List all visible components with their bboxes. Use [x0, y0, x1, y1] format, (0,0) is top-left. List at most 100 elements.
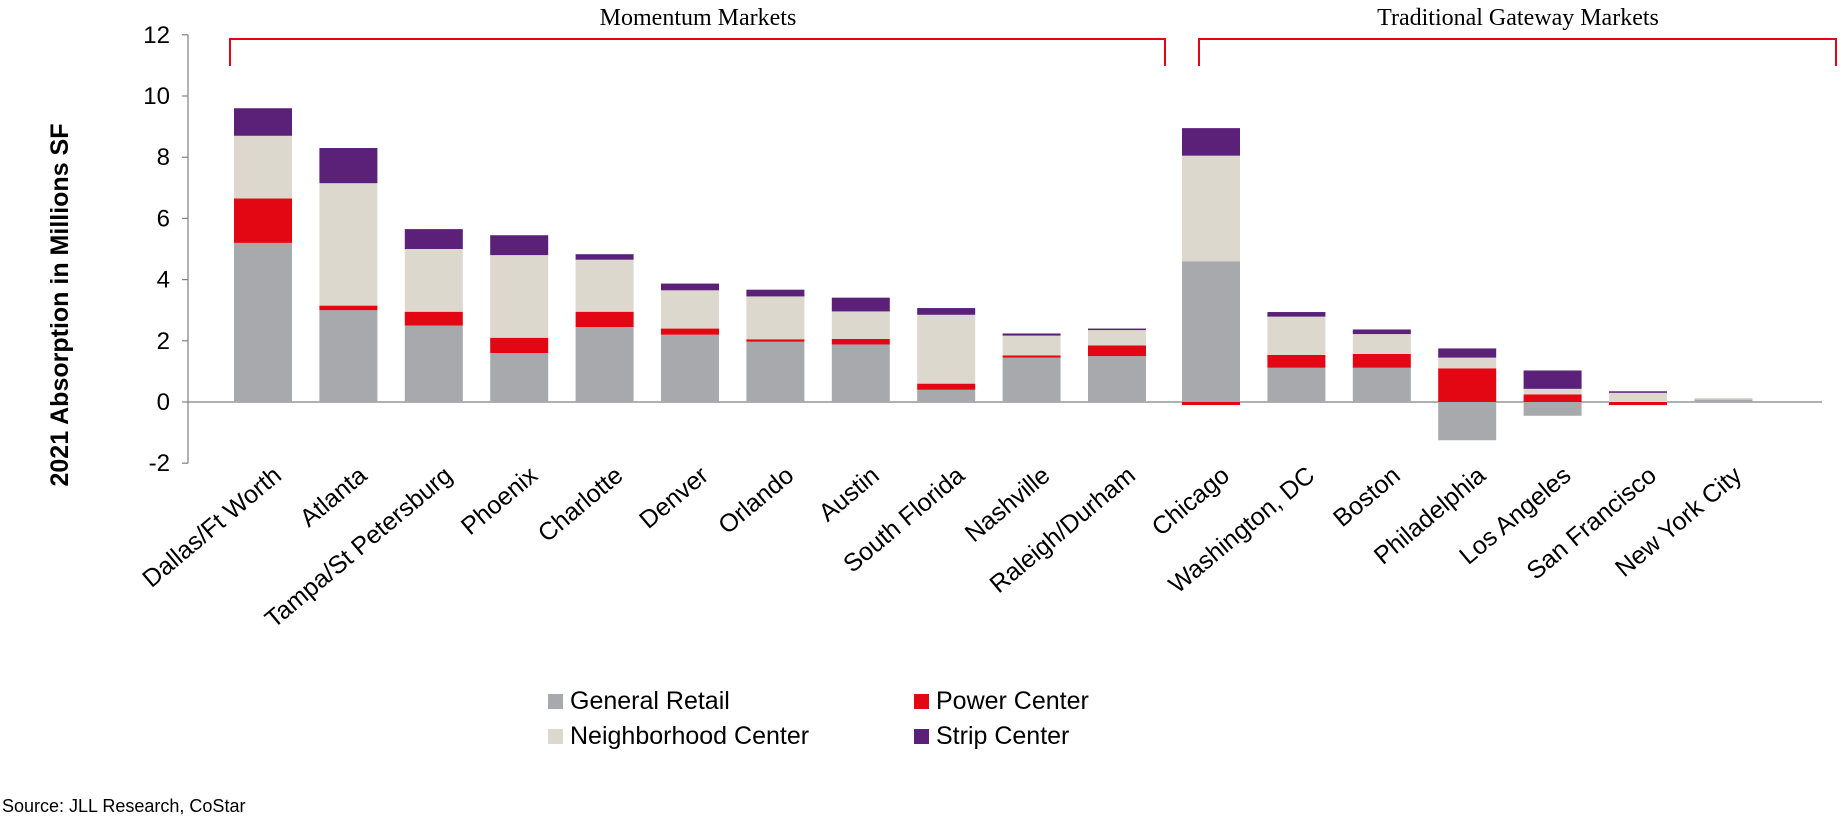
legend-label-general-retail: General Retail: [570, 687, 730, 715]
bar-washington-dc-strip-center: [1267, 312, 1326, 317]
bar-charlotte-strip-center: [575, 254, 634, 260]
bar-atlanta-neighborhood-center: [319, 183, 378, 306]
bar-san-francisco-neighborhood-center: [1609, 392, 1667, 402]
bar-los-angeles-neighborhood-center: [1523, 388, 1582, 395]
category-label-dallas-ft-worth: Dallas/Ft Worth: [137, 461, 287, 593]
category-label-raleigh-durham: Raleigh/Durham: [984, 461, 1140, 599]
bar-atlanta-general-retail: [319, 310, 378, 402]
bar-chicago-general-retail: [1182, 261, 1240, 402]
bar-boston-general-retail: [1352, 367, 1411, 402]
bar-chicago-strip-center: [1182, 128, 1240, 156]
legend-label-neighborhood-center: Neighborhood Center: [570, 722, 809, 750]
bar-charlotte-power-center: [575, 311, 634, 328]
bar-philadelphia-strip-center: [1438, 348, 1497, 358]
bar-boston-strip-center: [1352, 329, 1411, 335]
category-label-charlotte: Charlotte: [533, 461, 629, 548]
bar-new-york-city-neighborhood-center: [1694, 398, 1753, 400]
bar-charlotte-general-retail: [575, 327, 634, 402]
bar-los-angeles-strip-center: [1523, 370, 1582, 389]
bar-san-francisco-power-center: [1609, 402, 1667, 406]
category-label-boston: Boston: [1328, 461, 1406, 532]
legend-swatch-strip-center: [914, 729, 929, 744]
bar-denver-neighborhood-center: [661, 290, 719, 329]
bar-raleigh-durham-power-center: [1088, 345, 1146, 357]
bar-south-florida-strip-center: [917, 308, 976, 315]
legend-label-power-center: Power Center: [936, 687, 1089, 715]
bar-denver-power-center: [661, 328, 719, 335]
bar-washington-dc-general-retail: [1267, 367, 1326, 402]
bar-orlando-neighborhood-center: [746, 296, 805, 340]
y-tick-label: 6: [157, 205, 170, 232]
bar-raleigh-durham-strip-center: [1088, 328, 1146, 331]
bar-phoenix-neighborhood-center: [490, 255, 549, 338]
bar-chicago-power-center: [1182, 402, 1240, 406]
category-label-orlando: Orlando: [713, 461, 799, 540]
category-label-denver: Denver: [634, 461, 714, 534]
bar-los-angeles-power-center: [1523, 394, 1582, 402]
bar-phoenix-general-retail: [490, 353, 549, 402]
category-label-washington-dc: Washington, DC: [1164, 461, 1321, 599]
bar-south-florida-general-retail: [917, 389, 976, 402]
legend-label-strip-center: Strip Center: [936, 722, 1069, 750]
category-label-austin: Austin: [813, 461, 884, 527]
bar-austin-power-center: [831, 338, 890, 345]
bar-south-florida-power-center: [917, 383, 976, 390]
bar-boston-power-center: [1352, 353, 1411, 368]
bar-orlando-general-retail: [746, 341, 805, 402]
bar-phoenix-strip-center: [490, 235, 549, 256]
y-tick-label: 4: [157, 267, 170, 294]
bar-philadelphia-neighborhood-center: [1438, 357, 1497, 369]
bar-nashville-general-retail: [1002, 357, 1061, 402]
bar-raleigh-durham-general-retail: [1088, 356, 1146, 402]
bar-new-york-city-general-retail: [1694, 399, 1753, 402]
bar-dallas-ft-worth-general-retail: [234, 242, 292, 402]
bar-atlanta-strip-center: [319, 148, 378, 184]
bar-austin-strip-center: [831, 297, 890, 312]
bar-washington-dc-neighborhood-center: [1267, 316, 1326, 355]
bar-nashville-power-center: [1002, 355, 1061, 358]
bar-dallas-ft-worth-strip-center: [234, 108, 292, 136]
y-tick-label: 12: [143, 22, 170, 49]
bar-nashville-strip-center: [1002, 333, 1061, 336]
bar-charlotte-neighborhood-center: [575, 259, 634, 312]
category-label-atlanta: Atlanta: [295, 461, 373, 533]
bar-san-francisco-strip-center: [1609, 391, 1667, 393]
group-bracket-momentum-markets: [229, 38, 1166, 66]
y-axis-title: 2021 Absorption in Millions SF: [46, 123, 74, 486]
bar-orlando-strip-center: [746, 289, 805, 297]
bar-atlanta-power-center: [319, 305, 378, 311]
bar-raleigh-durham-neighborhood-center: [1088, 330, 1146, 346]
bar-los-angeles-general-retail: [1523, 402, 1582, 416]
bar-phoenix-power-center: [490, 337, 549, 354]
bar-tampa-st-petersburg-neighborhood-center: [404, 249, 463, 312]
y-tick-label: 0: [157, 389, 170, 416]
source-note: Source: JLL Research, CoStar: [2, 796, 246, 816]
bar-tampa-st-petersburg-general-retail: [404, 325, 463, 402]
bar-dallas-ft-worth-power-center: [234, 198, 292, 243]
bar-tampa-st-petersburg-strip-center: [404, 229, 463, 249]
bar-philadelphia-general-retail: [1438, 402, 1497, 441]
bar-chicago-neighborhood-center: [1182, 155, 1240, 262]
y-tick-label: 8: [157, 144, 170, 171]
y-tick-label: 10: [143, 83, 170, 110]
stacked-bar-chart: -2 0 2 4 6 8 10 12 2021 Absorption in Millions S…: [46, 5, 1837, 750]
bar-dallas-ft-worth-neighborhood-center: [234, 135, 292, 199]
bar-denver-strip-center: [661, 283, 719, 291]
bar-washington-dc-power-center: [1267, 354, 1326, 368]
bar-tampa-st-petersburg-power-center: [404, 311, 463, 326]
bar-austin-general-retail: [831, 344, 890, 402]
bar-orlando-power-center: [746, 339, 805, 342]
group-label-momentum-markets: Momentum Markets: [600, 5, 797, 31]
y-tick-label: 2: [157, 328, 170, 355]
bar-nashville-neighborhood-center: [1002, 335, 1061, 356]
group-bracket-traditional-gateway-markets: [1198, 38, 1837, 66]
y-tick-label: -2: [149, 450, 170, 477]
bar-philadelphia-power-center: [1438, 368, 1497, 402]
legend-swatch-neighborhood-center: [548, 729, 563, 744]
bar-south-florida-neighborhood-center: [917, 314, 976, 384]
bar-denver-general-retail: [661, 334, 719, 402]
bar-austin-neighborhood-center: [831, 311, 890, 339]
legend-swatch-power-center: [914, 694, 929, 709]
group-label-traditional-gateway-markets: Traditional Gateway Markets: [1377, 5, 1659, 31]
bar-boston-neighborhood-center: [1352, 334, 1411, 354]
